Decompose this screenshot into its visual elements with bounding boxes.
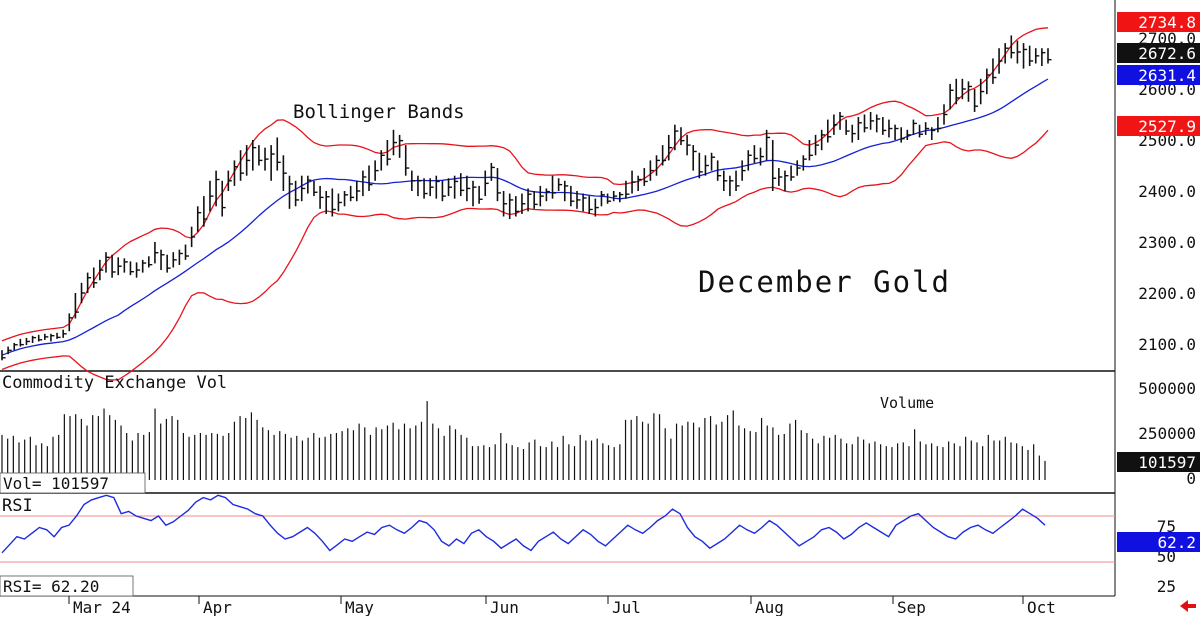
x-axis-label: Apr bbox=[203, 598, 232, 616]
volume-tag bbox=[1117, 452, 1200, 472]
x-axis-label: Mar 24 bbox=[73, 598, 131, 616]
rsi-tag-value: 62.2 bbox=[1157, 533, 1196, 552]
price-bars bbox=[1, 35, 1052, 361]
x-axis-label: May bbox=[345, 598, 374, 616]
arrow-left-icon[interactable] bbox=[1180, 600, 1196, 612]
upper-bollinger-band bbox=[1, 27, 1049, 342]
y-tick-2300: 2300.0 bbox=[1138, 233, 1196, 252]
rsi-tick-75: 75 bbox=[1157, 517, 1176, 536]
vol-tick-250000: 250000 bbox=[1138, 424, 1196, 443]
rsi-tick-25: 25 bbox=[1157, 577, 1176, 596]
bollinger-annotation: Bollinger Bands bbox=[293, 101, 465, 123]
upper-band-tag bbox=[1117, 12, 1200, 32]
upper-band-tag-value: 2734.8 bbox=[1138, 13, 1196, 32]
x-axis-label: Oct bbox=[1027, 598, 1056, 616]
lower-band-tag bbox=[1117, 116, 1200, 136]
price-tag bbox=[1117, 43, 1200, 63]
middle-bollinger-band bbox=[1, 78, 1049, 356]
x-axis-label: Aug bbox=[755, 598, 784, 616]
rsi-readout-box bbox=[0, 575, 134, 597]
y-tick-2100: 2100.0 bbox=[1138, 335, 1196, 354]
rsi-line bbox=[1, 494, 1046, 554]
volume-annotation: Volume bbox=[880, 394, 934, 412]
volume-tag-value: 101597 bbox=[1138, 453, 1196, 472]
middle-band-tag bbox=[1117, 65, 1200, 85]
x-axis-label: Jul bbox=[612, 598, 641, 616]
y-tick-2200: 2200.0 bbox=[1138, 284, 1196, 303]
price-tag-value: 2672.6 bbox=[1138, 44, 1196, 63]
bollinger-bands bbox=[1, 27, 1049, 381]
volume-bars bbox=[1, 401, 1046, 480]
chart-title: December Gold bbox=[698, 265, 951, 299]
middle-band-tag-value: 2631.4 bbox=[1138, 66, 1196, 85]
x-axis-label: Sep bbox=[897, 598, 926, 616]
rsi-pane-title: RSI bbox=[2, 496, 33, 516]
vol-tick-500000: 500000 bbox=[1138, 379, 1196, 398]
volume-readout: Vol= 101597 bbox=[3, 474, 109, 493]
lower-band-tag-value: 2527.9 bbox=[1138, 117, 1196, 136]
rsi-line-group bbox=[0, 494, 1115, 563]
volume-pane-title: Commodity Exchange Vol bbox=[2, 373, 227, 393]
y-tick-2400: 2400.0 bbox=[1138, 182, 1196, 201]
rsi-readout: RSI= 62.20 bbox=[3, 577, 99, 596]
x-axis: Mar 24 Apr May Jun Jul Aug Sep Oct bbox=[68, 596, 1056, 617]
volume-readout-box bbox=[0, 472, 146, 494]
rsi-tag bbox=[1117, 532, 1200, 552]
vol-tick-0: 0 bbox=[1186, 469, 1196, 488]
lower-bollinger-band bbox=[1, 129, 1049, 381]
x-axis-label: Jun bbox=[490, 598, 519, 616]
